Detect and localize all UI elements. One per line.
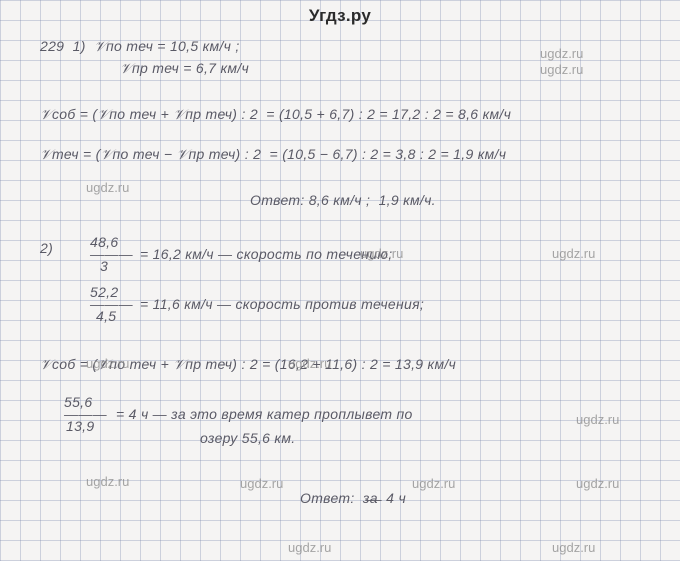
watermark: ugdz.ru (552, 540, 595, 555)
handwritten-line: 3 (100, 258, 108, 274)
handwritten-line: = 11,6 км/ч — скорость против течения; (140, 296, 424, 312)
watermark: ugdz.ru (86, 474, 129, 489)
watermark: ugdz.ru (360, 246, 403, 261)
handwritten-line: ——— (90, 246, 133, 262)
handwritten-line: 2) (40, 240, 53, 256)
watermark: ugdz.ru (86, 356, 129, 371)
watermark: ugdz.ru (240, 476, 283, 491)
watermark: ugdz.ru (540, 46, 583, 61)
handwritten-line: Ответ: з̶а̶ 4 ч (300, 490, 406, 506)
handwritten-line: 𝒱пр теч = 6,7 км/ч (120, 60, 249, 77)
handwritten-line: озеру 55,6 км. (200, 430, 295, 446)
watermark: ugdz.ru (86, 180, 129, 195)
watermark: ugdz.ru (288, 540, 331, 555)
handwritten-line: 𝒱теч = (𝒱по теч − 𝒱пр теч) : 2 = (10,5 −… (40, 146, 506, 163)
watermark: ugdz.ru (288, 356, 331, 371)
handwritten-line: = 16,2 км/ч — скорость по течению; (140, 246, 392, 262)
page-title: Угдз.ру (309, 6, 371, 26)
watermark: ugdz.ru (576, 476, 619, 491)
handwritten-line: 13,9 (66, 418, 94, 434)
watermark: ugdz.ru (412, 476, 455, 491)
handwritten-line: = 4 ч — за это время катер проплывет по (116, 406, 413, 422)
watermark: ugdz.ru (552, 246, 595, 261)
watermark: ugdz.ru (540, 62, 583, 77)
handwritten-line: 𝒱соб = (𝒱по теч + 𝒱пр теч) : 2 = (10,5 +… (40, 106, 511, 123)
handwritten-line: Ответ: 8,6 км/ч ; 1,9 км/ч. (250, 192, 436, 208)
page-content: Угдз.ру 229 1) 𝒱по теч = 10,5 км/ч ; 𝒱пр … (0, 0, 680, 561)
handwritten-line: 4,5 (96, 308, 116, 324)
watermark: ugdz.ru (576, 412, 619, 427)
handwritten-line: 229 1) 𝒱по теч = 10,5 км/ч ; (40, 38, 240, 55)
